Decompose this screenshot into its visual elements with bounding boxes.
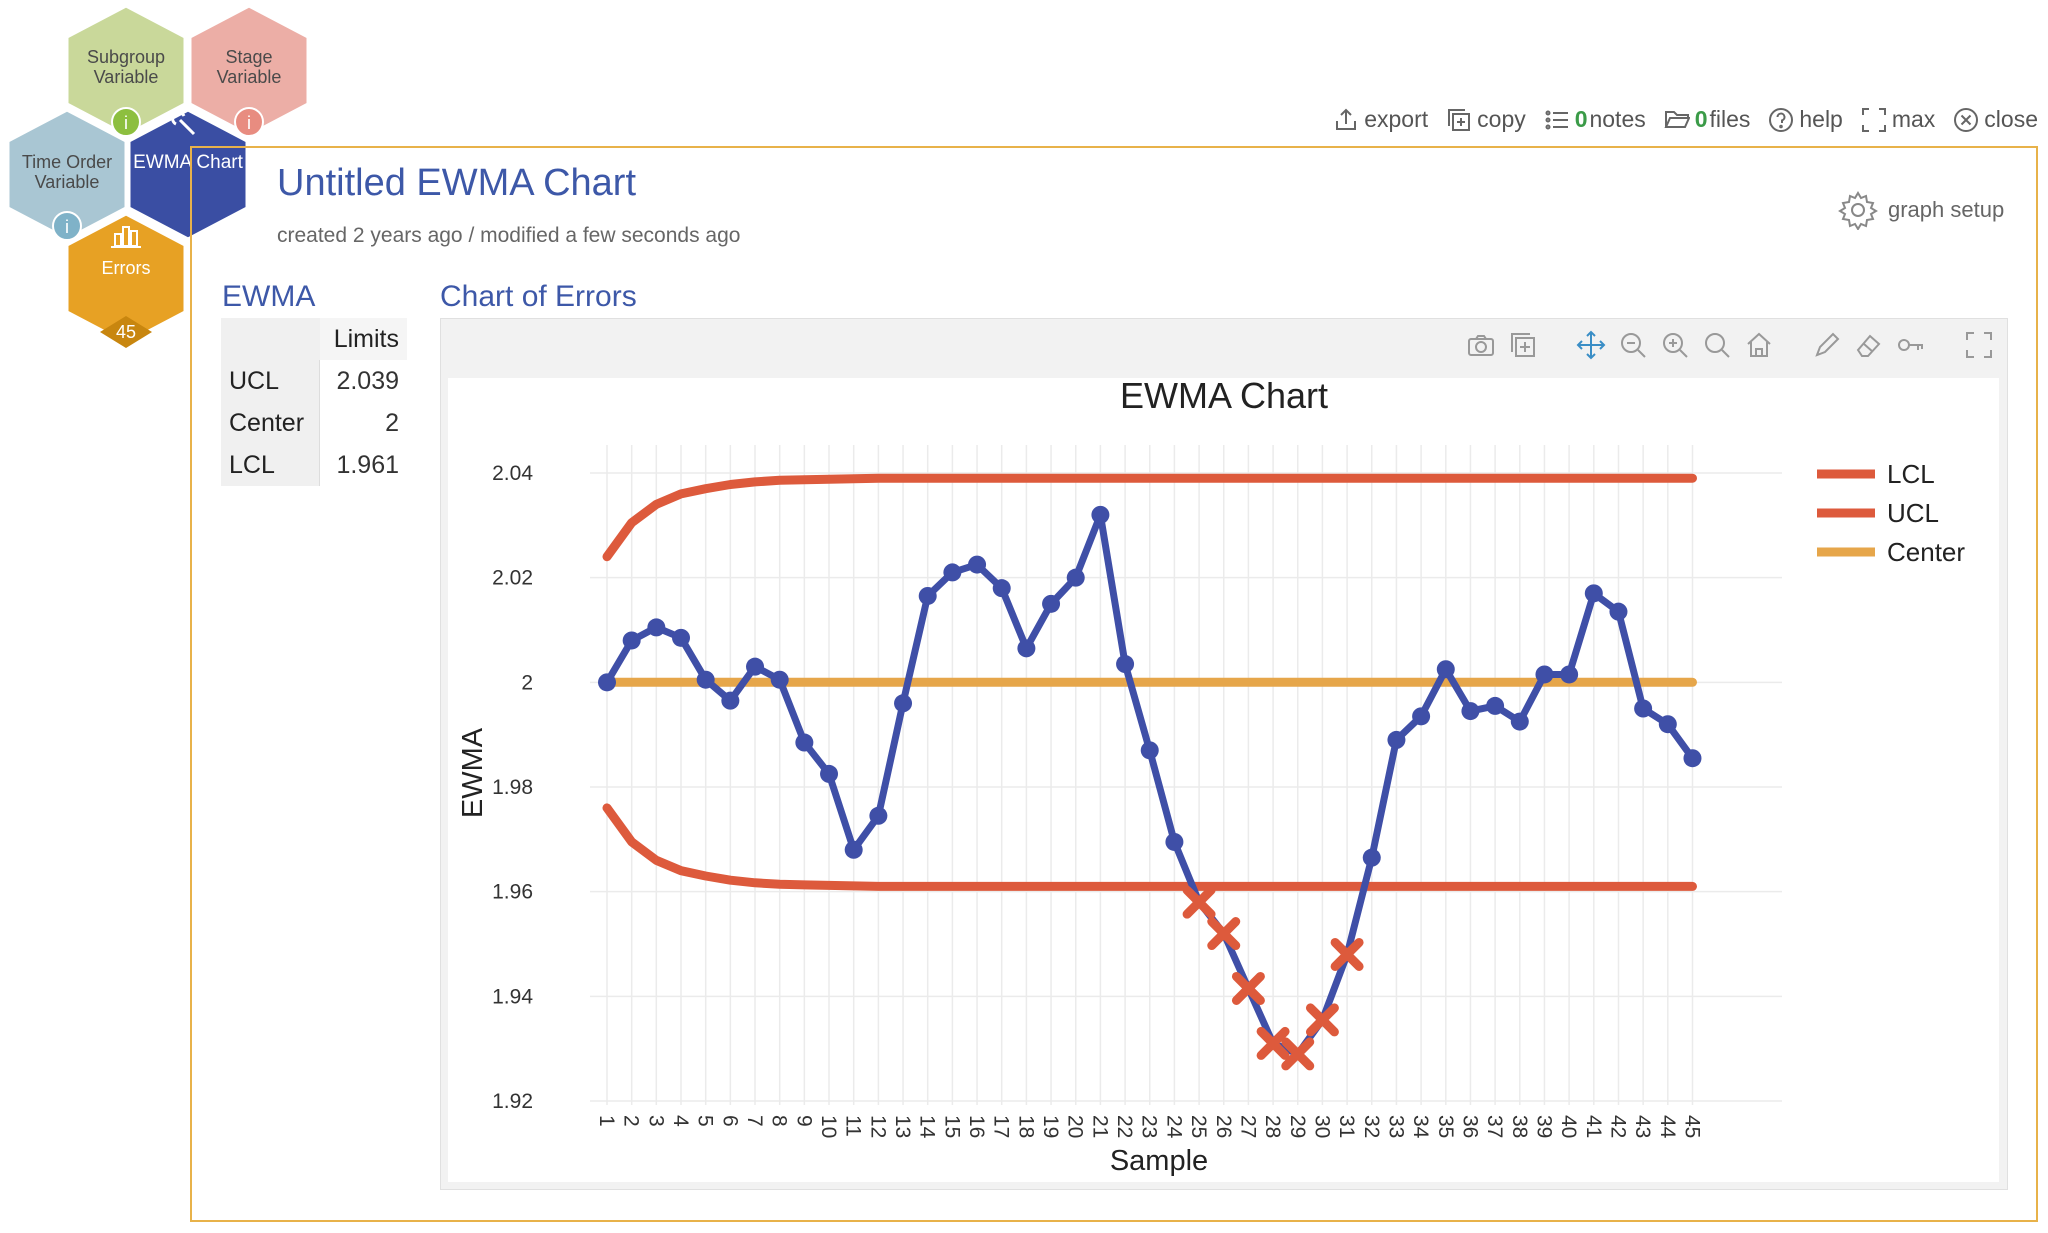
svg-text:i: i (247, 113, 251, 133)
svg-text:i: i (65, 217, 69, 237)
bar-chart-icon (111, 226, 141, 248)
subgroup-info-icon[interactable]: i (111, 107, 141, 137)
page-title[interactable]: Untitled EWMA Chart (277, 162, 636, 204)
ewma-section-heading: EWMA (222, 280, 316, 313)
export-label: export (1364, 106, 1429, 132)
fullscreen-icon[interactable] (1964, 330, 1994, 360)
subgroup-label-line2: Variable (94, 67, 159, 87)
copy-label: copy (1477, 106, 1526, 132)
zoom-in-icon[interactable] (1660, 330, 1690, 360)
row-label: LCL (221, 444, 320, 486)
errors-count-badge-bg (100, 316, 152, 348)
chart-section-heading: Chart of Errors (440, 280, 637, 313)
folder-icon (1664, 110, 1690, 128)
close-icon (1954, 107, 1979, 132)
modebar-spacer (1786, 330, 1800, 360)
zoom-out-icon[interactable] (1618, 330, 1648, 360)
time-order-info-icon[interactable]: i (52, 211, 82, 241)
files-button[interactable]: 0 files (1664, 106, 1751, 133)
files-label: files (1709, 106, 1751, 132)
time-order-label-line2: Variable (35, 172, 100, 192)
stage-label-line2: Variable (217, 67, 282, 87)
camera-icon[interactable] (1466, 330, 1496, 360)
copy-button[interactable]: copy (1446, 106, 1526, 133)
key-icon[interactable] (1896, 330, 1926, 360)
help-label: help (1799, 106, 1843, 132)
top-toolbar: export copy 0 notes 0 files help max clo… (1333, 106, 2038, 133)
help-icon (1769, 107, 1794, 132)
stage-info-icon[interactable]: i (234, 107, 264, 137)
main-panel (190, 146, 2038, 1222)
graph-setup-button[interactable]: graph setup (1838, 190, 2004, 230)
errors-label: Errors (102, 258, 151, 278)
subgroup-variable-hex[interactable]: Subgroup Variable i (65, 4, 187, 137)
plot-area (448, 378, 1999, 1182)
limits-corner (221, 318, 320, 360)
notes-button[interactable]: 0 notes (1544, 106, 1646, 133)
close-button[interactable]: close (1953, 106, 2038, 133)
svg-text:i: i (124, 113, 128, 133)
table-row: UCL 2.039 (221, 360, 407, 402)
gear-icon (1838, 191, 1878, 230)
row-label: UCL (221, 360, 320, 402)
modebar-spacer (1550, 330, 1564, 360)
subgroup-label-line1: Subgroup (87, 47, 165, 67)
list-icon (1545, 110, 1568, 129)
max-label: max (1891, 106, 1936, 132)
maximize-icon (1861, 107, 1886, 132)
ewma-chart-hex[interactable]: EWMA Chart (127, 108, 249, 241)
row-value: 2 (319, 402, 407, 444)
copy-icon (1448, 108, 1471, 131)
variable-hex-menu: Subgroup Variable i Stage Variable i Tim… (6, 4, 310, 348)
modified-meta: created 2 years ago / modified a few sec… (277, 224, 741, 247)
errors-count-badge: 45 (116, 322, 136, 342)
pan-icon[interactable] (1576, 330, 1606, 360)
time-order-label-line1: Time Order (22, 152, 112, 172)
notes-label: notes (1589, 106, 1646, 132)
limits-table: Limits UCL 2.039 Center 2 LCL 1.961 (221, 318, 407, 486)
home-icon[interactable] (1744, 330, 1774, 360)
notes-count: 0 (1574, 106, 1588, 132)
export-icon (1336, 108, 1357, 130)
export-button[interactable]: export (1333, 106, 1428, 133)
table-row: Center 2 (221, 402, 407, 444)
row-value: 2.039 (319, 360, 407, 402)
stage-variable-hex[interactable]: Stage Variable i (188, 4, 310, 137)
close-label: close (1984, 106, 2038, 132)
row-label: Center (221, 402, 320, 444)
plot-modebar (1466, 330, 1994, 360)
limits-header: Limits (319, 318, 407, 360)
errors-variable-hex[interactable]: Errors 45 (65, 212, 187, 348)
modebar-spacer (1938, 330, 1952, 360)
table-row: LCL 1.961 (221, 444, 407, 486)
wrench-icon (171, 111, 196, 136)
pencil-icon[interactable] (1812, 330, 1842, 360)
max-button[interactable]: max (1861, 106, 1935, 133)
help-button[interactable]: help (1768, 106, 1843, 133)
row-value: 1.961 (319, 444, 407, 486)
copy-chart-icon[interactable] (1508, 330, 1538, 360)
graph-setup-label: graph setup (1888, 197, 2005, 222)
autoscale-icon[interactable] (1702, 330, 1732, 360)
time-order-variable-hex[interactable]: Time Order Variable i (6, 108, 128, 241)
eraser-icon[interactable] (1854, 330, 1884, 360)
files-count: 0 (1694, 106, 1708, 132)
stage-label-line1: Stage (225, 47, 272, 67)
ewma-chart-label: EWMA Chart (133, 152, 244, 173)
